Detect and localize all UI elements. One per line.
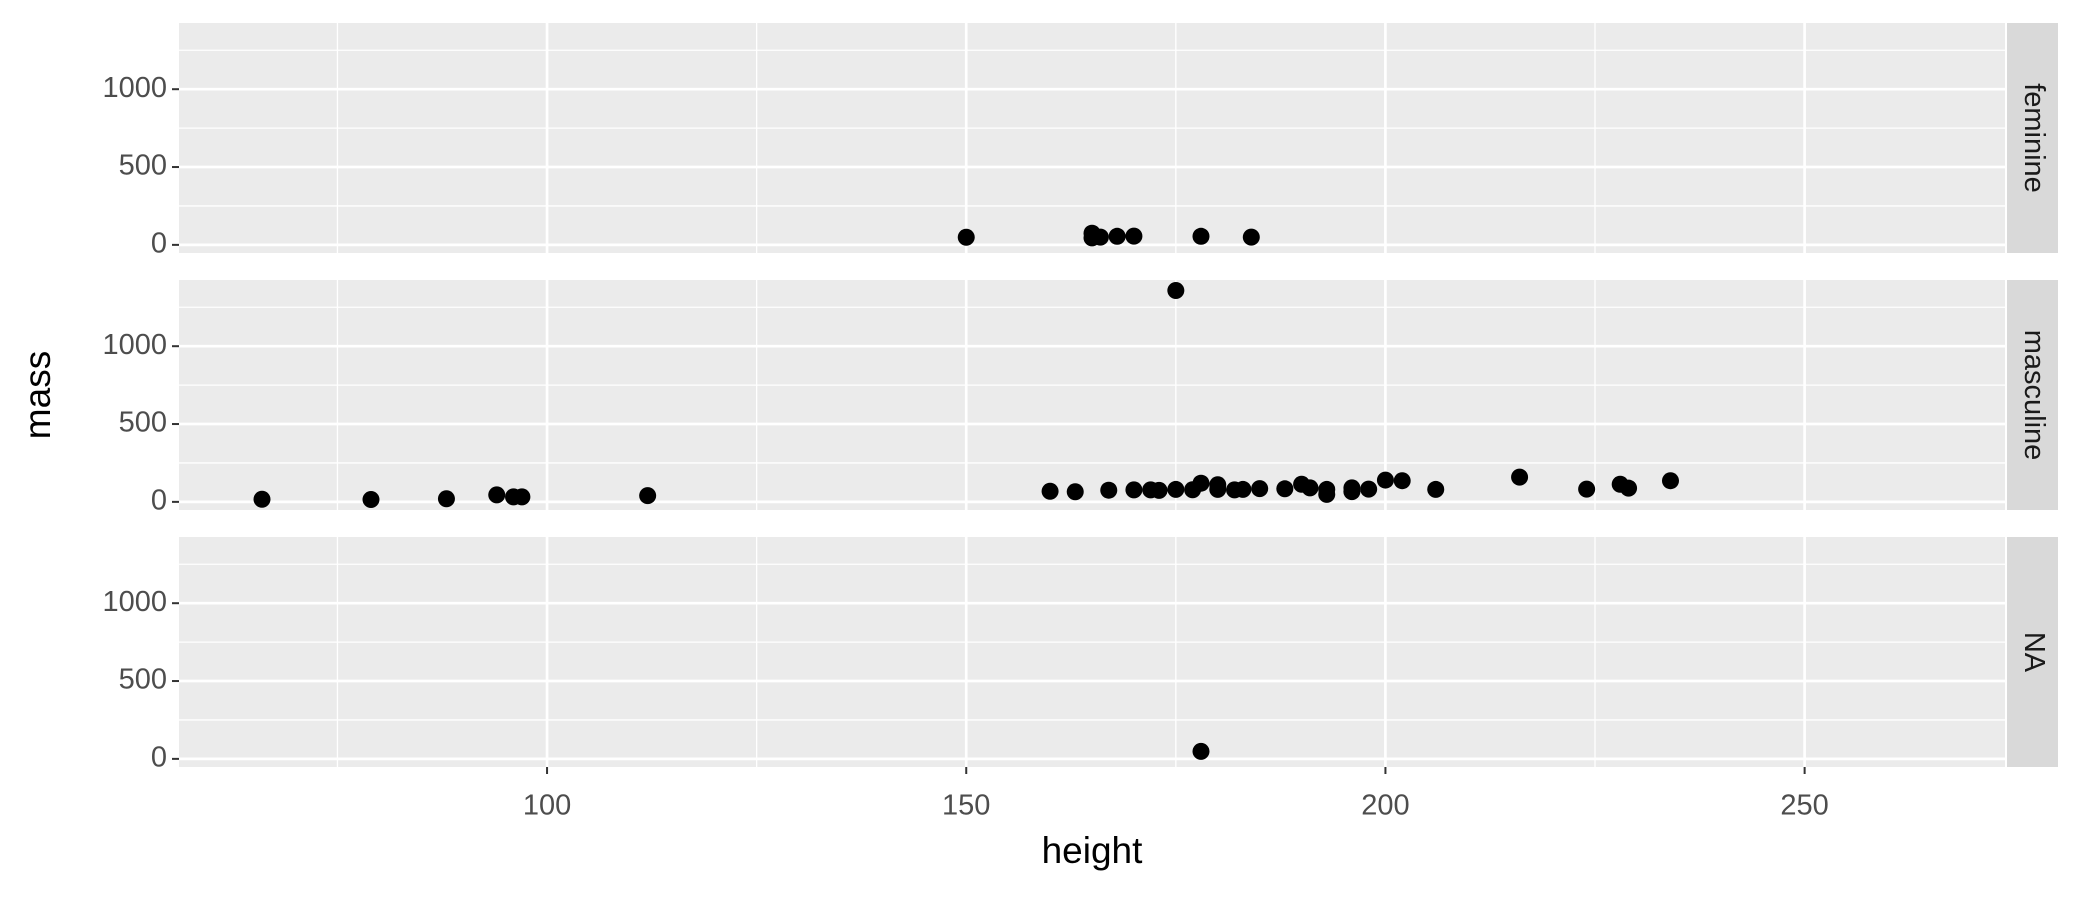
x-tick-label: 250	[1780, 790, 1828, 822]
point	[1343, 479, 1361, 497]
point	[1234, 480, 1252, 498]
point	[1301, 479, 1319, 497]
y-tick-label: 1000	[102, 72, 167, 104]
point	[1578, 480, 1596, 498]
point	[1167, 480, 1185, 498]
point	[1276, 480, 1294, 498]
strip-label: masculine	[2018, 330, 2050, 461]
point	[957, 228, 975, 246]
y-tick-label: 500	[119, 407, 167, 439]
strip-label: NA	[2018, 632, 2050, 673]
point	[1192, 474, 1210, 492]
point	[1150, 481, 1168, 499]
point	[1251, 480, 1269, 498]
point	[1167, 281, 1185, 299]
point	[639, 487, 657, 505]
point	[362, 491, 380, 509]
y-tick-label: 500	[119, 664, 167, 696]
point	[1192, 227, 1210, 245]
point	[1066, 483, 1084, 501]
y-tick-label: 0	[151, 228, 167, 260]
point	[1393, 472, 1411, 490]
x-tick-label: 200	[1361, 790, 1409, 822]
point	[1620, 479, 1638, 497]
y-tick-label: 1000	[102, 329, 167, 361]
y-tick-label: 0	[151, 742, 167, 774]
point	[513, 488, 531, 506]
point	[1661, 472, 1679, 490]
panel-background	[179, 23, 2005, 253]
strip-label: feminine	[2018, 83, 2050, 193]
strip-background	[2007, 23, 2058, 253]
strip-background	[2007, 280, 2058, 510]
y-tick-label: 500	[119, 150, 167, 182]
point	[1125, 227, 1143, 245]
point	[1511, 468, 1529, 486]
point	[1100, 481, 1118, 499]
panel-background	[179, 537, 2005, 767]
point	[1125, 481, 1143, 499]
point	[1041, 482, 1059, 500]
panel-background	[179, 280, 2005, 510]
point	[1209, 480, 1227, 498]
strip-background	[2007, 537, 2058, 767]
point	[1376, 471, 1394, 489]
point	[1108, 227, 1126, 245]
point	[437, 490, 455, 508]
point	[1091, 228, 1109, 246]
point	[1192, 742, 1210, 760]
point	[1318, 485, 1336, 503]
y-tick-label: 1000	[102, 586, 167, 618]
y-tick-label: 0	[151, 485, 167, 517]
point	[488, 486, 506, 504]
x-tick-label: 150	[942, 790, 990, 822]
x-tick-label: 100	[523, 790, 571, 822]
point	[253, 490, 271, 508]
point	[1242, 228, 1260, 246]
x-axis-title: height	[1042, 830, 1144, 871]
y-axis-title: mass	[17, 351, 58, 439]
point	[1427, 480, 1445, 498]
point	[1360, 480, 1378, 498]
